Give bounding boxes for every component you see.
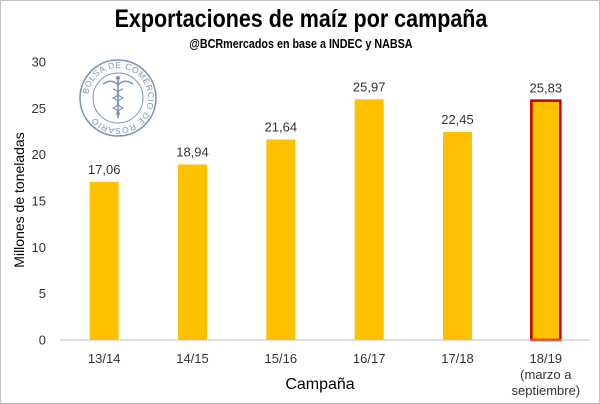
- x-tick-label: 16/17: [353, 351, 386, 366]
- y-tick-label: 25: [32, 101, 46, 116]
- y-tick-label: 30: [32, 55, 46, 70]
- x-tick-label: 18/19: [530, 351, 563, 366]
- y-axis-title: Millones de toneladas: [11, 132, 27, 267]
- bar: [178, 164, 207, 340]
- x-tick-label: 17/18: [441, 351, 474, 366]
- y-tick-label: 0: [39, 333, 46, 348]
- x-tick-label: 14/15: [176, 351, 209, 366]
- bar-series: [89, 99, 562, 342]
- data-label: 17,06: [88, 162, 121, 177]
- y-tick-label: 15: [32, 194, 46, 209]
- data-label: 22,45: [441, 112, 474, 127]
- bar: [530, 99, 562, 342]
- x-tick-label: (marzo a: [520, 367, 572, 382]
- y-tick-label: 10: [32, 240, 46, 255]
- chart-title: Exportaciones de maíz por campaña: [114, 5, 488, 33]
- data-label: 25,83: [530, 81, 563, 96]
- x-tick-label: 13/14: [88, 351, 121, 366]
- x-axis-title: Campaña: [285, 376, 354, 393]
- bar: [89, 181, 119, 340]
- chart-subtitle: @BCRmercados en base a INDEC y NABSA: [189, 37, 413, 51]
- y-tick-label: 20: [32, 147, 46, 162]
- x-tick-label: septiembre): [512, 383, 581, 398]
- bcr-logo-icon: BOLSA DE COMERCIO DE ROSARIO: [79, 59, 157, 137]
- bar: [266, 139, 296, 340]
- data-label: 25,97: [353, 79, 386, 94]
- data-label: 18,94: [176, 144, 209, 159]
- bar: [354, 99, 384, 340]
- y-axis: 0 5 10 15 20 25 30: [32, 55, 46, 348]
- data-label: 21,64: [265, 119, 298, 134]
- bar: [443, 131, 472, 340]
- x-axis: 13/14 14/15 15/16 16/17 17/18 18/19(marzo ase…: [88, 351, 580, 398]
- data-labels: 17,06 18,94 21,64 25,97 22,45 25,83: [88, 79, 562, 177]
- y-tick-label: 5: [39, 286, 46, 301]
- x-tick-label: 15/16: [265, 351, 298, 366]
